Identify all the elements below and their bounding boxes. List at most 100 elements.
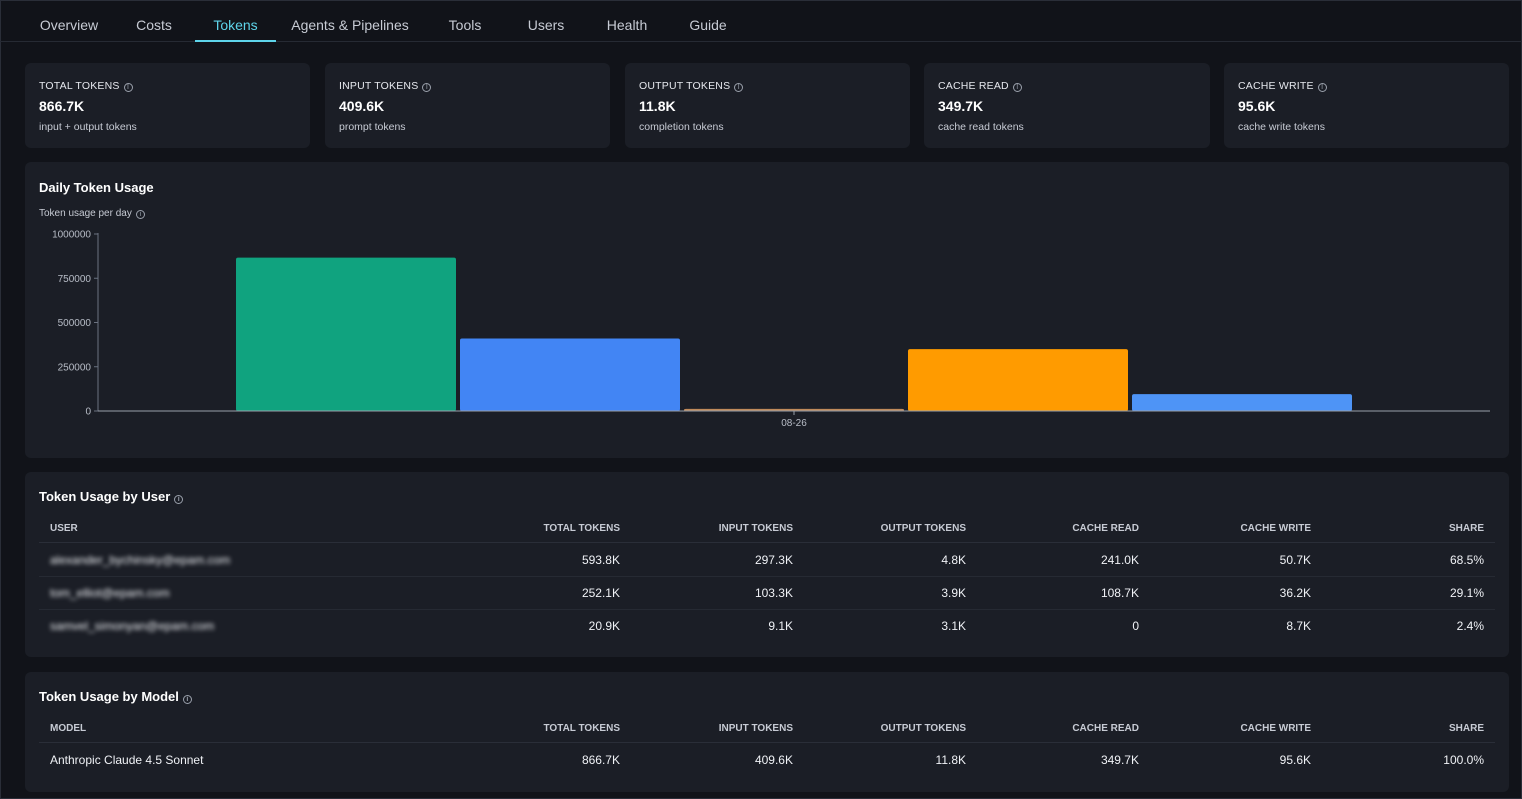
x-axis: 08-26 bbox=[98, 410, 1490, 429]
column-header[interactable]: TOTAL TOKENS bbox=[543, 523, 621, 534]
section-title: Token Usage by User i bbox=[39, 489, 184, 504]
column-header[interactable]: MODEL bbox=[50, 723, 87, 734]
cache-write-cell: 50.7K bbox=[1279, 553, 1311, 567]
kpi-value: 349.7K bbox=[938, 98, 984, 114]
kpi-label: INPUT TOKENS i bbox=[339, 80, 432, 92]
share-cell: 100.0% bbox=[1443, 753, 1484, 767]
kpi-value: 866.7K bbox=[39, 98, 85, 114]
tab-tools[interactable]: Tools bbox=[448, 17, 482, 33]
y-tick-label: 0 bbox=[85, 407, 91, 418]
info-icon[interactable]: i bbox=[123, 83, 133, 92]
column-header[interactable]: SHARE bbox=[1448, 723, 1484, 734]
share-cell: 29.1% bbox=[1449, 586, 1484, 600]
token-usage-by-user-card: Token Usage by User i USER TOTAL TOKENS I… bbox=[25, 472, 1509, 657]
column-header[interactable]: OUTPUT TOKENS bbox=[880, 523, 966, 534]
column-header[interactable]: CACHE READ bbox=[1072, 523, 1139, 534]
kpi-card-input-tokens: INPUT TOKENS i 409.6K prompt tokens bbox=[325, 63, 610, 148]
bar-series-5[interactable] bbox=[1132, 394, 1352, 411]
cache-read-cell: 108.7K bbox=[1100, 586, 1139, 600]
table-header: MODEL TOTAL TOKENS INPUT TOKENS OUTPUT T… bbox=[39, 719, 1495, 743]
table-row[interactable]: samvel_simonyan@epam.com 20.9K 9.1K 3.1K… bbox=[39, 610, 1495, 643]
output-tokens-cell: 4.8K bbox=[941, 553, 966, 567]
kpi-subtitle: prompt tokens bbox=[339, 121, 406, 133]
column-header[interactable]: CACHE WRITE bbox=[1240, 523, 1311, 534]
user-email: alexander_bychinsky@epam.com bbox=[50, 553, 231, 567]
tab-guide[interactable]: Guide bbox=[689, 17, 727, 33]
bar-series-1[interactable] bbox=[236, 257, 456, 411]
total-tokens-cell: 252.1K bbox=[581, 586, 620, 600]
info-icon[interactable]: i bbox=[135, 210, 145, 219]
bar-series-4[interactable] bbox=[908, 349, 1128, 411]
kpi-value: 11.8K bbox=[639, 98, 676, 114]
info-icon[interactable]: i bbox=[1012, 83, 1022, 92]
info-icon[interactable]: i bbox=[422, 83, 432, 92]
kpi-label: CACHE READ i bbox=[938, 80, 1022, 92]
share-cell: 2.4% bbox=[1456, 619, 1484, 633]
daily-token-chart: 0 250000 500000 750000 1000000 08-26 bbox=[52, 230, 1490, 429]
cache-read-cell: 241.0K bbox=[1100, 553, 1139, 567]
kpi-label: CACHE WRITE i bbox=[1238, 80, 1327, 92]
total-tokens-cell: 20.9K bbox=[588, 619, 620, 633]
table-header: USER TOTAL TOKENS INPUT TOKENS OUTPUT TO… bbox=[39, 519, 1495, 543]
model-name: Anthropic Claude 4.5 Sonnet bbox=[50, 753, 204, 767]
chart-subtitle: Token usage per day i bbox=[39, 208, 145, 219]
kpi-label: TOTAL TOKENS i bbox=[39, 80, 133, 92]
column-header[interactable]: OUTPUT TOKENS bbox=[880, 723, 966, 734]
tab-users[interactable]: Users bbox=[527, 17, 565, 33]
y-tick-label: 500000 bbox=[58, 318, 92, 329]
tab-overview[interactable]: Overview bbox=[39, 17, 99, 33]
token-usage-by-model-card: Token Usage by Model i MODEL TOTAL TOKENS… bbox=[25, 672, 1509, 792]
column-header[interactable]: CACHE WRITE bbox=[1240, 723, 1311, 734]
kpi-card-total-tokens: TOTAL TOKENS i 866.7K input + output toke… bbox=[25, 63, 310, 148]
section-title: Token Usage by Model i bbox=[39, 689, 192, 704]
x-tick-label: 08-26 bbox=[781, 418, 807, 429]
y-tick-label: 1000000 bbox=[52, 230, 91, 241]
kpi-value: 95.6K bbox=[1238, 98, 1276, 114]
input-tokens-cell: 103.3K bbox=[754, 586, 793, 600]
input-tokens-cell: 297.3K bbox=[754, 553, 793, 567]
user-table: USER TOTAL TOKENS INPUT TOKENS OUTPUT TO… bbox=[39, 519, 1495, 654]
kpi-card-cache-read: CACHE READ i 349.7K cache read tokens bbox=[924, 63, 1210, 148]
share-cell: 68.5% bbox=[1449, 553, 1484, 567]
column-header[interactable]: TOTAL TOKENS bbox=[543, 723, 621, 734]
input-tokens-cell: 409.6K bbox=[754, 753, 793, 767]
kpi-card-cache-write: CACHE WRITE i 95.6K cache write tokens bbox=[1224, 63, 1509, 148]
cache-write-cell: 8.7K bbox=[1286, 619, 1311, 633]
kpi-label: OUTPUT TOKENS i bbox=[639, 80, 744, 92]
chart-title: Daily Token Usage bbox=[39, 180, 154, 195]
chart-bars bbox=[236, 257, 1352, 411]
tab-costs[interactable]: Costs bbox=[136, 17, 172, 33]
table-row[interactable]: tom_elliot@epam.com 252.1K 103.3K 3.9K 1… bbox=[39, 577, 1495, 610]
cache-write-cell: 95.6K bbox=[1279, 753, 1311, 767]
cache-read-cell: 349.7K bbox=[1100, 753, 1139, 767]
info-icon[interactable]: i bbox=[734, 83, 744, 92]
model-table: MODEL TOTAL TOKENS INPUT TOKENS OUTPUT T… bbox=[39, 719, 1495, 784]
output-tokens-cell: 3.9K bbox=[941, 586, 966, 600]
info-icon[interactable]: i bbox=[182, 695, 192, 704]
bar-series-3[interactable] bbox=[684, 408, 904, 411]
tab-health[interactable]: Health bbox=[606, 17, 648, 33]
output-tokens-cell: 11.8K bbox=[935, 753, 966, 767]
daily-token-usage-card: Daily Token Usage Token usage per day i 0… bbox=[25, 162, 1509, 458]
kpi-subtitle: cache read tokens bbox=[938, 121, 1024, 133]
column-header[interactable]: USER bbox=[50, 523, 78, 534]
y-tick-label: 750000 bbox=[58, 274, 92, 285]
column-header[interactable]: CACHE READ bbox=[1072, 723, 1139, 734]
cache-read-cell: 0 bbox=[1132, 619, 1139, 633]
info-icon[interactable]: i bbox=[174, 495, 184, 504]
user-email: samvel_simonyan@epam.com bbox=[50, 619, 215, 633]
column-header[interactable]: SHARE bbox=[1448, 523, 1484, 534]
column-header[interactable]: INPUT TOKENS bbox=[718, 523, 793, 534]
input-tokens-cell: 9.1K bbox=[768, 619, 793, 633]
cache-write-cell: 36.2K bbox=[1279, 586, 1311, 600]
table-row[interactable]: alexander_bychinsky@epam.com 593.8K 297.… bbox=[39, 544, 1495, 577]
column-header[interactable]: INPUT TOKENS bbox=[718, 723, 793, 734]
y-tick-label: 250000 bbox=[58, 362, 92, 373]
tab-tokens[interactable]: Tokens bbox=[195, 0, 276, 42]
tab-bar: Overview Costs Tokens Agents & Pipelines… bbox=[0, 0, 1522, 42]
tab-agents-pipelines[interactable]: Agents & Pipelines bbox=[291, 17, 409, 33]
bar-series-2[interactable] bbox=[460, 338, 680, 411]
table-row[interactable]: Anthropic Claude 4.5 Sonnet 866.7K 409.6… bbox=[39, 744, 1495, 777]
kpi-card-output-tokens: OUTPUT TOKENS i 11.8K completion tokens bbox=[625, 63, 910, 148]
info-icon[interactable]: i bbox=[1317, 83, 1327, 92]
